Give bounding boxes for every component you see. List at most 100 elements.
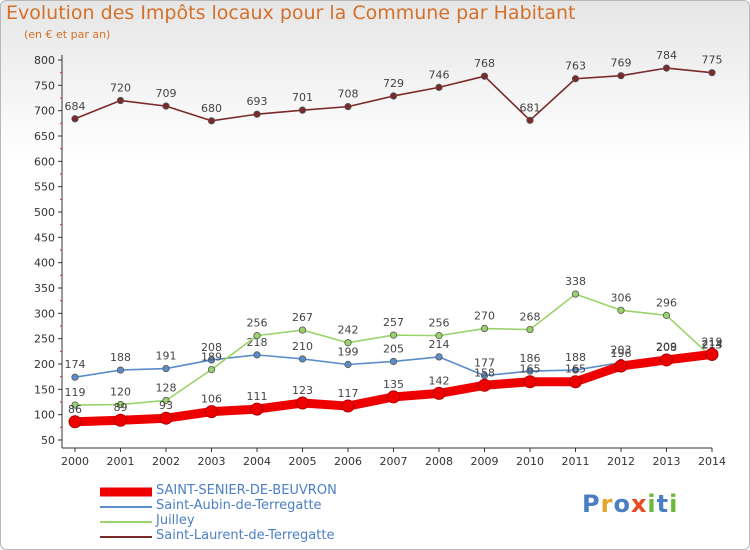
x-tick-label: 2007 <box>380 455 408 468</box>
data-label: 191 <box>156 350 177 363</box>
data-point <box>662 64 671 72</box>
data-label: 693 <box>247 95 268 108</box>
y-tick-label: 700 <box>34 105 55 118</box>
legend-item: Juilley <box>100 513 380 529</box>
x-tick-label: 2010 <box>516 455 544 468</box>
data-point <box>660 353 673 367</box>
data-point <box>478 378 491 392</box>
legend-item: Saint-Laurent-de-Terregatte <box>100 528 380 544</box>
legend-label: Saint-Aubin-de-Terregatte <box>156 498 322 513</box>
x-tick-label: 2008 <box>425 455 453 468</box>
y-tick-label: 550 <box>34 181 55 194</box>
chart-subtitle: (en € et par an) <box>24 28 111 41</box>
data-label: 177 <box>474 357 495 370</box>
data-label: 208 <box>201 341 222 354</box>
data-point <box>435 332 443 340</box>
data-point <box>526 367 534 375</box>
data-point <box>116 400 125 409</box>
chart-legend: SAINT-SENIER-DE-BEUVRON Saint-Aubin-de-Te… <box>100 483 380 544</box>
data-label: 203 <box>611 343 632 356</box>
y-tick-label: 400 <box>34 257 55 270</box>
legend-swatch <box>100 535 152 538</box>
data-label: 205 <box>383 342 404 355</box>
data-point <box>162 396 170 405</box>
data-label: 128 <box>156 381 177 394</box>
data-label: 117 <box>338 387 359 400</box>
data-point <box>571 290 580 298</box>
data-label: 189 <box>201 351 222 364</box>
data-label: 270 <box>474 310 495 323</box>
data-point <box>253 332 261 340</box>
legend-label: Saint-Laurent-de-Terregatte <box>156 528 335 543</box>
x-tick-label: 2009 <box>471 455 499 468</box>
data-point <box>68 415 82 429</box>
data-label: 214 <box>702 338 723 351</box>
data-point <box>71 115 79 123</box>
x-tick-label: 2012 <box>607 455 635 468</box>
x-tick-label: 2001 <box>107 455 135 468</box>
data-point <box>480 72 489 80</box>
data-point <box>432 386 446 400</box>
data-point <box>569 375 582 389</box>
data-point <box>71 401 79 409</box>
y-tick-label: 800 <box>34 54 55 67</box>
y-tick-label: 500 <box>34 206 55 219</box>
x-tick-label: 2011 <box>562 455 590 468</box>
data-point <box>435 353 443 361</box>
data-label: 219 <box>702 335 723 348</box>
data-label: 268 <box>520 311 541 324</box>
data-label: 708 <box>338 88 359 101</box>
y-tick-label: 200 <box>34 358 55 371</box>
data-label: 338 <box>565 275 586 288</box>
y-tick-label: 600 <box>34 155 55 168</box>
x-tick-label: 2014 <box>698 455 726 468</box>
data-label: 709 <box>156 87 177 100</box>
data-label: 768 <box>474 57 495 70</box>
legend-item: SAINT-SENIER-DE-BEUVRON <box>100 483 380 499</box>
data-label: 720 <box>110 82 131 95</box>
data-label: 199 <box>338 346 359 359</box>
data-label: 214 <box>429 338 450 351</box>
x-tick-label: 2005 <box>289 455 317 468</box>
data-label: 684 <box>65 100 86 113</box>
data-point <box>205 405 218 419</box>
data-label: 763 <box>565 60 586 73</box>
data-point <box>662 311 671 319</box>
data-label: 256 <box>429 317 450 330</box>
x-tick-label: 2003 <box>198 455 226 468</box>
data-label: 296 <box>656 296 677 309</box>
data-point <box>162 102 170 110</box>
data-point <box>617 306 625 314</box>
data-label: 135 <box>383 378 404 391</box>
legend-swatch <box>100 505 152 508</box>
data-label: 93 <box>159 399 173 412</box>
legend-swatch <box>100 487 152 496</box>
data-label: 242 <box>338 324 359 337</box>
data-label: 775 <box>702 54 723 67</box>
data-label: 213 <box>702 338 723 351</box>
data-point <box>253 351 261 359</box>
data-point <box>114 413 127 427</box>
data-label: 210 <box>292 340 313 353</box>
data-label: 746 <box>429 68 450 81</box>
data-point <box>298 326 307 334</box>
data-point <box>389 92 398 100</box>
data-point <box>71 373 79 381</box>
data-point <box>614 359 628 373</box>
data-point <box>435 83 443 91</box>
data-label: 111 <box>247 390 268 403</box>
data-label: 142 <box>429 374 450 387</box>
data-point <box>159 411 173 425</box>
y-tick-label: 50 <box>41 434 55 447</box>
chart-title: Evolution des Impôts locaux pour la Comm… <box>6 2 576 24</box>
data-point <box>705 347 719 361</box>
data-point <box>523 375 537 389</box>
data-label: 89 <box>114 401 128 414</box>
data-point <box>708 69 716 77</box>
data-label: 196 <box>611 347 632 360</box>
data-label: 784 <box>656 49 677 62</box>
y-tick-label: 250 <box>34 333 55 346</box>
data-label: 86 <box>68 403 82 416</box>
